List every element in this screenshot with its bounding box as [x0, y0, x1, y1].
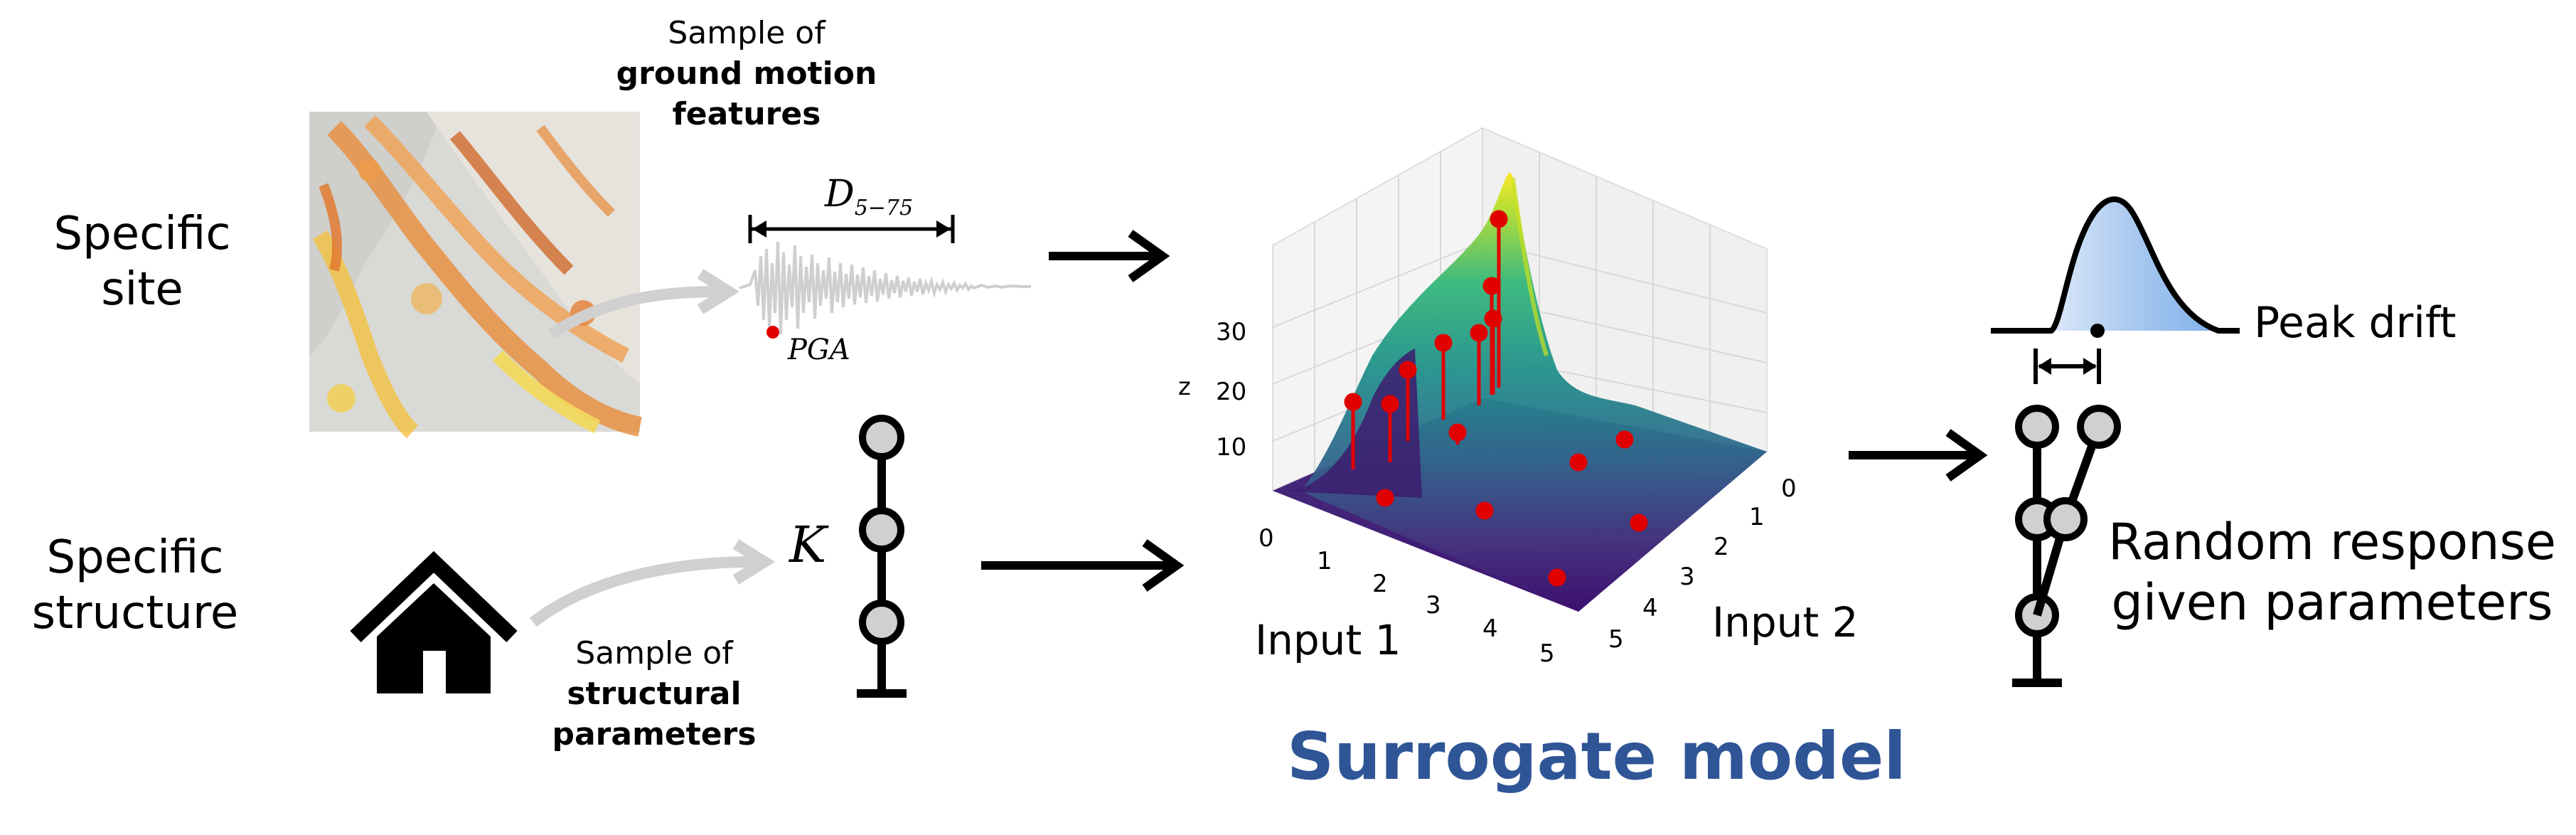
- input1-axis-label: Input 1: [1255, 616, 1401, 664]
- drift-distribution: [1991, 196, 2240, 338]
- site-to-motion-arrow: [547, 286, 719, 339]
- input2-tick: 1: [1749, 503, 1765, 531]
- input2-tick: 4: [1642, 594, 1658, 622]
- input2-axis-label: Input 2: [1712, 598, 1859, 647]
- flow-arrow-right: [1849, 429, 1988, 482]
- seismogram: [739, 215, 1031, 339]
- pga-label: PGA: [787, 334, 850, 366]
- input2-tick: 5: [1608, 625, 1624, 654]
- surface-plot: 30 20 10 z 0 1 2 3 4 5 0 1 2 3 4 5 Input…: [1178, 127, 1859, 668]
- response-label: Random response given parameters: [2108, 513, 2556, 632]
- map-image: [309, 112, 642, 439]
- structure-to-model-arrow: [530, 556, 754, 627]
- surrogate-title: Surrogate model: [1287, 718, 1906, 794]
- input1-tick: 2: [1372, 570, 1388, 598]
- stiffness-label: K: [788, 516, 829, 574]
- drift-bracket: [2033, 349, 2101, 384]
- z-tick: 20: [1216, 378, 1246, 406]
- input1-tick: 4: [1482, 615, 1498, 643]
- z-axis-label: z: [1178, 373, 1191, 401]
- input2-tick: 3: [1679, 563, 1695, 591]
- ground-motion-caption: Sample of ground motion features: [616, 15, 877, 133]
- duration-label: D5−75: [824, 173, 913, 220]
- input2-tick: 0: [1781, 474, 1797, 503]
- input2-tick: 2: [1714, 533, 1729, 561]
- flow-arrow-top: [1049, 230, 1170, 282]
- structural-caption: Sample of structural parameters: [552, 635, 757, 753]
- pga-marker: [766, 326, 779, 339]
- house-icon: [350, 551, 518, 693]
- peak-drift-label: Peak drift: [2254, 298, 2457, 348]
- deformed-building-model: [2012, 405, 2121, 687]
- input1-tick: 1: [1317, 547, 1332, 575]
- input1-tick: 0: [1258, 524, 1274, 553]
- flow-arrow-middle: [981, 539, 1185, 592]
- z-tick: 30: [1216, 318, 1246, 346]
- site-label: Specific site: [53, 208, 231, 317]
- shear-building-model: [857, 415, 907, 698]
- structure-label: Specific structure: [31, 531, 239, 640]
- z-tick: 10: [1216, 433, 1246, 462]
- input1-tick: 5: [1539, 639, 1555, 668]
- input1-tick: 3: [1426, 591, 1441, 619]
